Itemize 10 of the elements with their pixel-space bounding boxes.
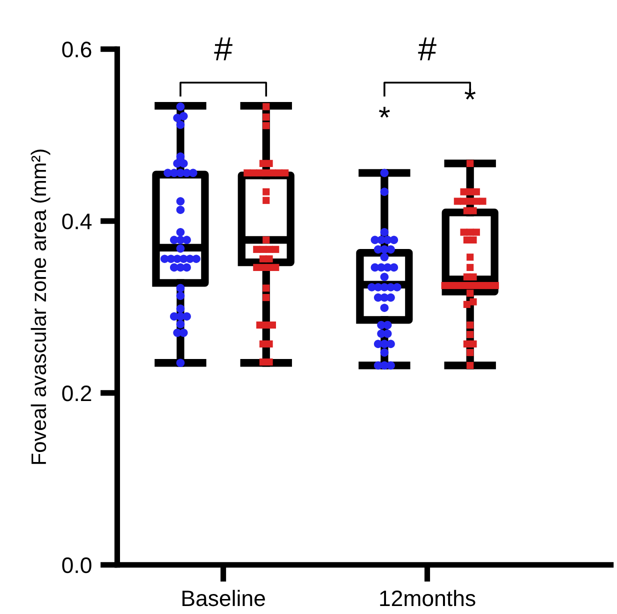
x-tick-label: 12months <box>380 590 476 606</box>
y-tick-label: 0.6 <box>62 42 92 58</box>
annotation: * <box>378 106 390 118</box>
annotation: # <box>214 37 232 60</box>
annotation: # <box>418 37 436 60</box>
y-tick-label: 0.4 <box>62 214 92 230</box>
y-axis-title: Foveal avascular zone area (mm²) <box>30 150 50 464</box>
y-tick-label: 0.2 <box>62 385 92 402</box>
y-tick-label: 0.0 <box>62 557 92 574</box>
x-tick-label: Baseline <box>182 590 265 606</box>
